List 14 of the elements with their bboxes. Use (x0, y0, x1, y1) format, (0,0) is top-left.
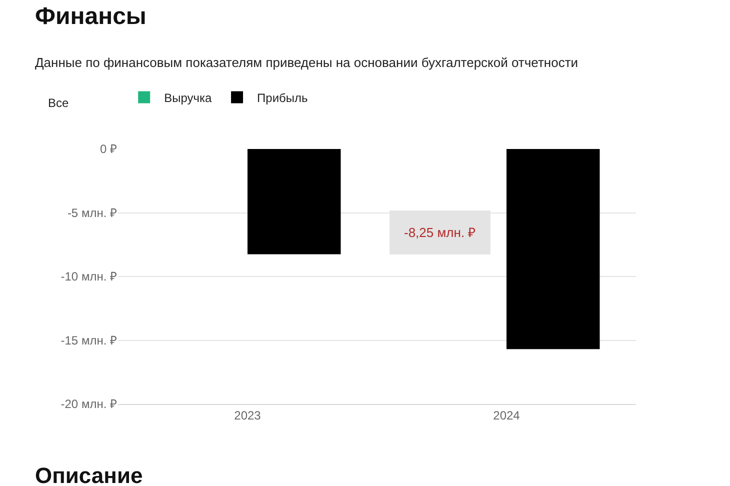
y-tick-label: -20 млн. ₽ (60, 397, 117, 412)
annotation: -8,25 млн. ₽ (404, 225, 476, 240)
text: Все (48, 96, 70, 110)
chart-title: Финансы (35, 3, 146, 30)
y-tick-label: -15 млн. ₽ (60, 333, 117, 348)
y-tick-label: 0 ₽ (100, 142, 117, 156)
y-tick-label: -5 млн. ₽ (67, 206, 117, 220)
x-tick-label: 2024 (493, 408, 520, 422)
legend-label: Выручка (164, 90, 212, 105)
chart-subtitle: Данные по финансовым показателям приведены на основании бухгалтерской отчетности (35, 55, 578, 70)
text: Описание (35, 463, 143, 486)
y-tick-label: -10 млн. ₽ (60, 270, 117, 284)
legend-label: Прибыль (257, 90, 308, 105)
x-tick-label: 2023 (234, 408, 262, 422)
